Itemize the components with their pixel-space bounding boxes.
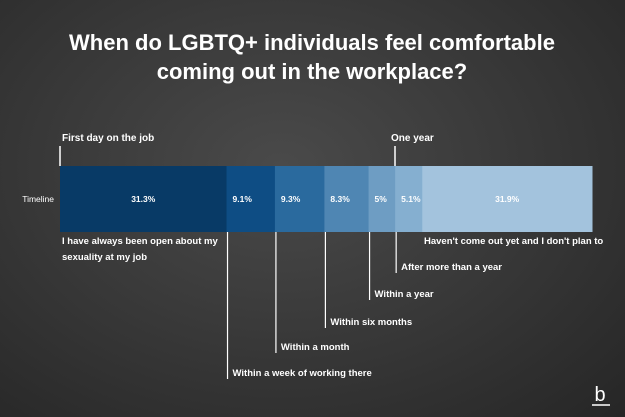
brand-logo-glyph: b — [594, 384, 605, 406]
start-marker-label: First day on the job — [62, 133, 154, 144]
category-label-1: Within a week of working there — [233, 368, 372, 379]
value-label-4: 5% — [375, 194, 388, 204]
bar-segment-0 — [60, 166, 228, 232]
row-label: Timeline — [22, 194, 54, 204]
category-label-2: Within a month — [281, 342, 350, 353]
category-label-4: Within a year — [375, 289, 434, 300]
value-label-2: 9.3% — [281, 194, 301, 204]
bar-segment-3 — [324, 166, 370, 232]
category-label-0-line2: sexuality at my job — [62, 252, 147, 263]
value-label-5: 5.1% — [401, 194, 421, 204]
category-label-0-line1: I have always been open about my — [62, 236, 218, 247]
value-label-1: 9.1% — [233, 194, 253, 204]
value-label-6: 31.9% — [495, 194, 520, 204]
value-label-3: 8.3% — [330, 194, 350, 204]
chart-title-line1: When do LGBTQ+ individuals feel comforta… — [69, 30, 555, 55]
bar-group: 31.3% 9.1% 9.3% 8.3% 5% 5.1% 31.9% — [60, 166, 593, 232]
brand-logo: b — [592, 384, 610, 406]
one-year-marker-label: One year — [391, 133, 434, 144]
category-label-5: After more than a year — [401, 262, 502, 273]
value-label-0: 31.3% — [131, 194, 156, 204]
bar-segment-4 — [368, 166, 396, 232]
bar-segment-1 — [226, 166, 276, 232]
chart-title-line2: coming out in the workplace? — [157, 59, 467, 84]
bar-segment-5 — [395, 166, 423, 232]
category-label-6: Haven't come out yet and I don't plan to — [424, 236, 603, 247]
label-group: I have always been open about my sexualit… — [62, 232, 603, 379]
category-label-3: Within six months — [330, 317, 412, 328]
bar-segment-6 — [422, 166, 593, 232]
bar-segment-2 — [274, 166, 325, 232]
